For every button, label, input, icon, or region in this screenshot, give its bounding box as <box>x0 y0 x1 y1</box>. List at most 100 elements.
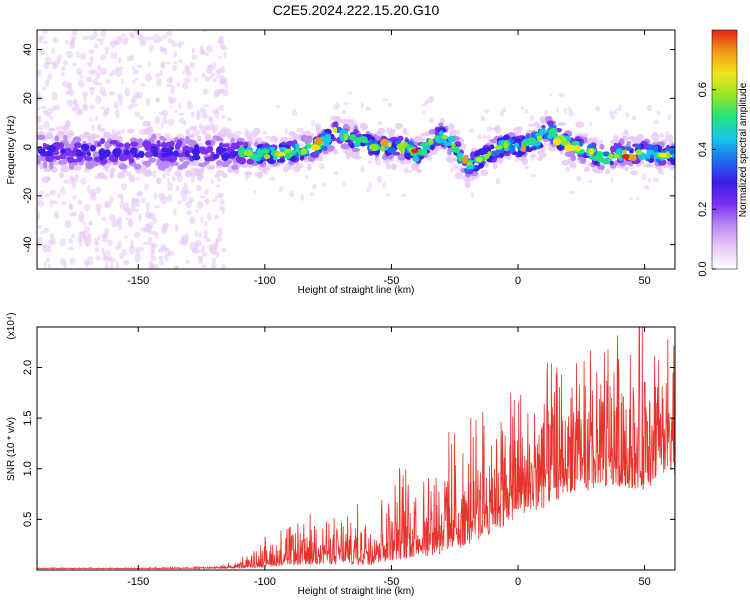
spectrogram-cell <box>73 224 78 230</box>
spectrogram-cell <box>564 107 568 114</box>
spectrogram-cell <box>88 220 92 226</box>
spectrogram-cell <box>583 105 587 111</box>
spectrogram-cell <box>641 173 647 181</box>
spectrogram-cell <box>213 154 220 159</box>
spectrogram-cell <box>166 83 173 88</box>
spectrogram-cell <box>293 101 300 106</box>
spectrogram-cell <box>596 151 604 158</box>
spectrogram-cell <box>156 140 161 148</box>
spectrogram-cell <box>356 111 361 119</box>
spectrogram-cell <box>115 260 120 269</box>
spectrogram-cell <box>136 191 143 197</box>
spectrogram-cell <box>91 212 97 219</box>
spectrogram-cell <box>63 134 68 141</box>
spectrogram-cell <box>443 185 449 189</box>
spectrogram-cell <box>571 141 579 146</box>
spectrogram-cell <box>552 138 562 146</box>
snr-y-tick-label: 2.0 <box>22 360 34 375</box>
spectrogram-cell <box>171 39 175 45</box>
spectrogram-cell <box>104 51 109 55</box>
spectrogram-cell <box>193 77 198 83</box>
spectrogram-cell <box>220 114 226 119</box>
spectrogram-cell <box>326 158 332 165</box>
spectrogram-cell <box>404 152 412 160</box>
spectrogram-cell <box>369 144 375 151</box>
spectrogram-cell <box>269 146 276 151</box>
spectrogram-cell <box>118 99 123 107</box>
spectrogram-cell <box>72 211 77 217</box>
spectrogram-cell <box>111 128 116 134</box>
spectrogram-cell <box>51 91 58 101</box>
spectrogram-cell <box>100 106 106 110</box>
spectrogram-cell <box>77 235 83 243</box>
spectrogram-cell <box>100 216 107 222</box>
spectrogram-cell <box>82 35 90 41</box>
spectrogram-cell <box>80 52 87 61</box>
spectrogram-cell <box>136 177 140 182</box>
spectrogram-cell <box>175 224 179 232</box>
spectrogram-cell <box>153 192 158 200</box>
spectrogram-cell <box>71 35 77 42</box>
snr-panel: -150 -100 -50 0 50 0.5 1.0 1.5 2.0 Height of st… <box>6 312 676 597</box>
spectrogram-cell <box>470 192 475 198</box>
spectrogram-cell <box>45 134 54 140</box>
spectrogram-cell <box>201 49 205 55</box>
spectrogram-cell <box>219 68 223 73</box>
spectrogram-cell <box>365 106 371 111</box>
spectrogram-cell <box>130 99 135 104</box>
spectrogram-cell <box>391 164 397 169</box>
spectrogram-x-tick-label: -100 <box>254 275 276 287</box>
spectrogram-cell <box>84 156 93 161</box>
spectrogram-cell <box>549 93 553 97</box>
spectrogram-cell <box>155 132 162 138</box>
spectrogram-cell <box>327 138 332 144</box>
spectrogram-cell <box>176 174 183 183</box>
spectrogram-cell <box>115 109 120 118</box>
spectrogram-cell <box>189 216 196 225</box>
spectrogram-cell <box>61 148 66 154</box>
spectrogram-cell <box>155 97 160 103</box>
spectrogram-cell <box>536 124 542 129</box>
spectrogram-cell <box>103 131 111 138</box>
spectrogram-cell <box>652 177 659 183</box>
spectrogram-cell <box>212 78 217 83</box>
spectrogram-cell <box>380 146 386 152</box>
spectrogram-cell <box>349 143 355 149</box>
snr-x-tick-label: 0 <box>515 576 521 588</box>
spectrogram-cell <box>95 255 102 261</box>
spectrogram-cell <box>76 67 83 76</box>
spectrogram-cell <box>72 100 78 105</box>
spectrogram-x-tick-label: 50 <box>638 275 650 287</box>
spectrogram-cell <box>78 79 85 88</box>
spectrogram-cell <box>190 181 196 187</box>
spectrogram-cell <box>173 265 180 269</box>
spectrogram-frame <box>36 29 676 270</box>
spectrogram-cell <box>216 193 223 198</box>
spectrogram-cell <box>207 64 214 71</box>
spectrogram-cell <box>210 179 215 184</box>
spectrogram-cell <box>85 76 93 83</box>
spectrogram-cell <box>63 60 68 66</box>
spectrogram-cell <box>194 243 198 251</box>
spectrogram-cell <box>182 226 186 236</box>
spectrogram-cell <box>144 143 151 152</box>
spectrogram-cell <box>54 244 61 250</box>
spectrogram-cell <box>476 157 483 162</box>
spectrogram-cell <box>610 139 619 144</box>
snr-x-tick-label: -50 <box>383 576 399 588</box>
spectrogram-cell <box>196 113 202 120</box>
spectrogram-cell <box>427 96 434 104</box>
spectrogram-cell <box>41 176 51 184</box>
spectrogram-cell <box>420 103 427 107</box>
spectrogram-cell <box>88 49 95 55</box>
spectrogram-cell <box>467 114 474 118</box>
spectrogram-cell <box>130 141 139 147</box>
spectrogram-cell <box>110 59 116 68</box>
spectrogram-cell <box>573 145 582 152</box>
spectrogram-cell <box>210 246 218 256</box>
spectrogram-cell <box>499 110 504 117</box>
spectrogram-cell <box>177 112 185 116</box>
spectrogram-cell <box>240 146 245 152</box>
spectrogram-cell <box>41 86 46 91</box>
spectrogram-cell <box>203 229 209 237</box>
